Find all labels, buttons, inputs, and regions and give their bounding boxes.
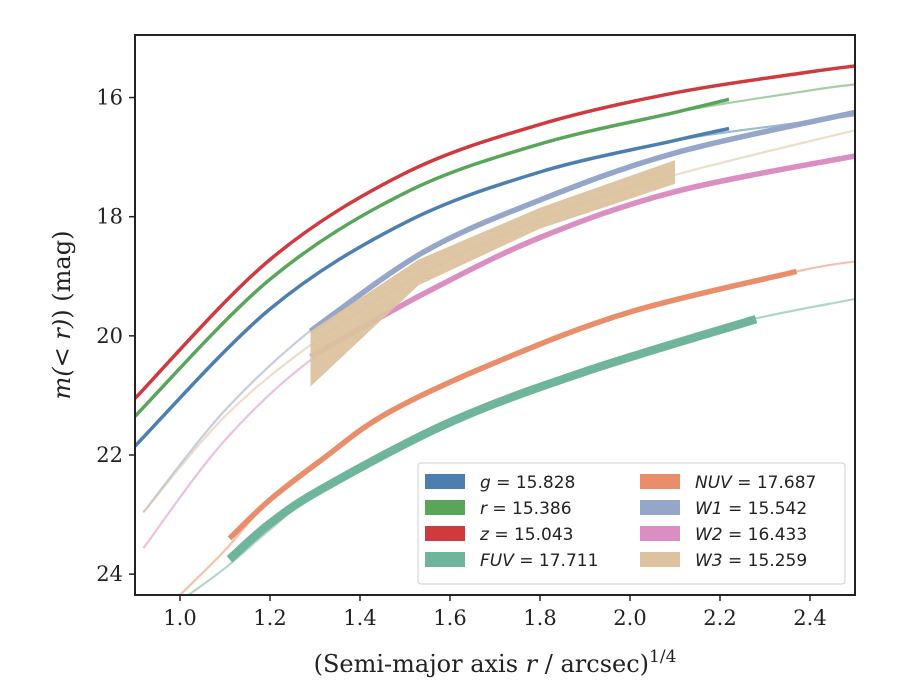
series-w1-measured: [308, 109, 855, 334]
legend-box: [417, 462, 846, 585]
series-w1-model: [142, 111, 855, 513]
series-g-measured: [135, 126, 730, 448]
y-tick-label: 22: [96, 443, 123, 467]
series-fuv-measured: [226, 315, 758, 563]
legend-label-w1: W1 = 15.542: [695, 499, 807, 519]
y-tick-label: 16: [96, 86, 123, 110]
x-tick-label: 1.4: [343, 606, 376, 630]
legend: g = 15.828 r = 15.386 z = 15.043 FUV = 17.7…: [417, 462, 846, 585]
legend-swatch-w1: [640, 500, 680, 515]
x-tick-label: 2.4: [793, 606, 826, 630]
plot-frame: [134, 34, 856, 596]
x-axis-label: (Semi-major axis r / arcsec)1/4: [314, 647, 677, 678]
series-w3-band: [310, 160, 675, 387]
series-layer: [135, 64, 855, 595]
y-axis-label: m(< r)) (mag): [48, 231, 76, 400]
y-tick-label: 18: [96, 205, 123, 229]
legend-label-fuv: FUV = 17.711: [480, 551, 598, 571]
ticks-layer: 1.0 1.2 1.4 1.6 1.8 2.0 2.2 2.4 16 18 20 22 24: [96, 86, 826, 630]
x-tick-label: 1.6: [433, 606, 466, 630]
series-r-measured: [135, 97, 730, 418]
legend-swatch-z: [425, 526, 465, 541]
series-nuv-measured: [227, 268, 798, 541]
x-tick-label: 1.0: [163, 606, 196, 630]
legend-label-w3: W3 = 15.259: [695, 551, 807, 571]
legend-label-r: r = 15.386: [480, 499, 572, 519]
legend-swatch-w2: [640, 526, 680, 541]
x-tick-label: 2.2: [703, 606, 736, 630]
x-tick-label: 1.2: [253, 606, 286, 630]
y-tick-label: 20: [96, 324, 123, 348]
legend-swatch-g: [425, 474, 465, 489]
legend-label-g: g = 15.828: [480, 473, 575, 493]
y-tick-label: 24: [96, 562, 123, 586]
series-z-measured: [135, 64, 855, 400]
legend-swatch-fuv: [425, 552, 465, 567]
legend-swatch-nuv: [640, 474, 680, 489]
legend-swatch-w3: [640, 552, 680, 567]
legend-label-z: z = 15.043: [479, 525, 573, 545]
x-tick-label: 1.8: [523, 606, 556, 630]
legend-label-nuv: NUV = 17.687: [695, 473, 816, 493]
x-tick-label: 2.0: [613, 606, 646, 630]
legend-swatch-r: [425, 500, 465, 515]
legend-label-w2: W2 = 16.433: [695, 525, 807, 545]
